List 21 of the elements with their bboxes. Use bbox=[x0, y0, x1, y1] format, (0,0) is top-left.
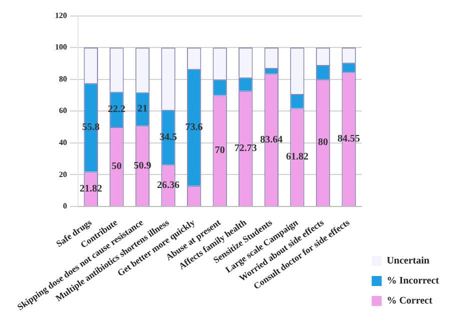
data-label: 50.9 bbox=[134, 160, 152, 172]
y-tick-label: 100 bbox=[55, 42, 67, 52]
data-label: 70 bbox=[214, 145, 225, 156]
y-tick-label: 120 bbox=[55, 10, 67, 20]
data-label: 80 bbox=[318, 137, 328, 148]
data-label: 50 bbox=[112, 161, 122, 172]
data-label: 84.55 bbox=[338, 134, 360, 145]
legend-label: Uncertain bbox=[386, 256, 430, 267]
y-tick-label: 0 bbox=[63, 202, 67, 211]
data-label: 21.82 bbox=[80, 183, 102, 194]
legend-label: % Correct bbox=[386, 296, 433, 307]
data-label: 26.36 bbox=[157, 180, 180, 191]
y-tick-label: 20 bbox=[59, 170, 67, 179]
y-tick-label: 40 bbox=[59, 138, 67, 147]
legend-label: % Incorrect bbox=[386, 276, 440, 287]
y-tick-label: 60 bbox=[59, 106, 67, 116]
data-label: 72.73 bbox=[234, 143, 257, 154]
data-label: 21 bbox=[137, 103, 148, 114]
y-tick-label: 80 bbox=[59, 74, 67, 84]
data-label: 61.82 bbox=[286, 152, 308, 163]
data-label: 83.64 bbox=[260, 134, 283, 146]
